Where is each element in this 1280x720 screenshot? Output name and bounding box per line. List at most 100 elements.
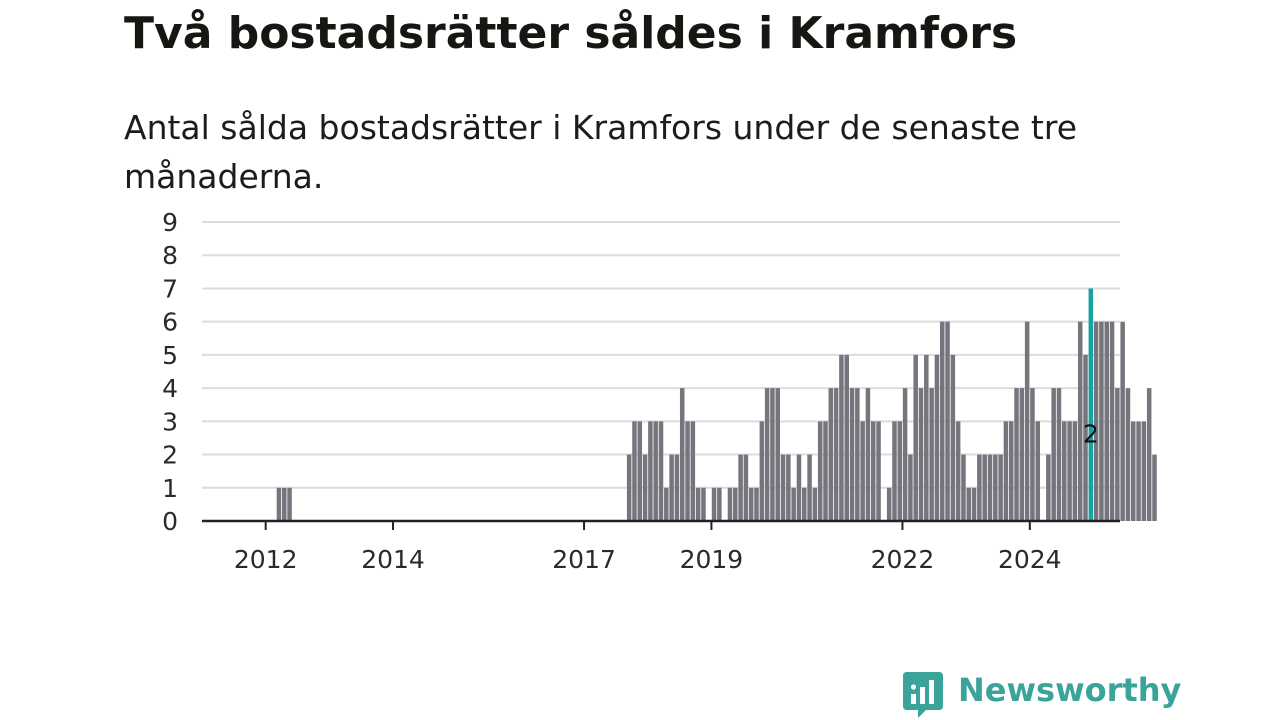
bar xyxy=(738,454,743,521)
gridlines xyxy=(202,221,1120,489)
bar xyxy=(929,388,934,521)
y-tick-label: 0 xyxy=(162,507,178,536)
x-tick-label: 2017 xyxy=(552,545,616,574)
bar xyxy=(966,487,972,521)
y-tick-label: 1 xyxy=(162,474,178,503)
bar xyxy=(839,354,844,521)
bar xyxy=(908,454,913,521)
x-tick-label: 2019 xyxy=(680,545,744,574)
bar xyxy=(690,421,696,521)
bar xyxy=(1109,321,1115,521)
bar xyxy=(743,454,749,521)
bar xyxy=(775,388,780,521)
bar xyxy=(876,421,881,521)
data-labels: 2 xyxy=(1083,420,1099,449)
y-tick-label: 8 xyxy=(162,241,178,270)
bar xyxy=(897,421,903,521)
bar xyxy=(886,487,892,521)
bar xyxy=(1120,321,1125,521)
bar xyxy=(823,421,828,521)
bar xyxy=(855,388,860,521)
bar xyxy=(685,421,690,521)
bar xyxy=(674,454,680,521)
y-tick-label: 6 xyxy=(162,308,178,337)
bar xyxy=(817,421,823,521)
bar xyxy=(786,454,791,521)
y-tick-label: 9 xyxy=(162,208,178,237)
bar xyxy=(748,487,754,521)
bar xyxy=(695,487,701,521)
bar xyxy=(1067,421,1072,521)
bars xyxy=(276,288,1157,521)
newsworthy-chart-bubble-icon xyxy=(903,672,943,718)
bar xyxy=(1014,388,1019,521)
bar xyxy=(849,388,855,521)
bar xyxy=(924,354,929,521)
bar xyxy=(860,421,865,521)
bar xyxy=(642,454,648,521)
bar xyxy=(1077,321,1083,521)
bar xyxy=(1035,421,1041,521)
bar xyxy=(658,421,664,521)
bar xyxy=(987,454,993,521)
bar xyxy=(727,487,733,521)
bar xyxy=(664,487,669,521)
bar xyxy=(1056,388,1062,521)
bar xyxy=(632,421,637,521)
bar xyxy=(871,421,876,521)
bar xyxy=(1051,388,1056,521)
bar xyxy=(1104,321,1109,521)
bar xyxy=(892,421,897,521)
bar xyxy=(653,421,658,521)
bar xyxy=(1083,354,1088,521)
bar xyxy=(993,454,998,521)
bar xyxy=(1019,388,1025,521)
bar xyxy=(998,454,1003,521)
bar xyxy=(637,421,643,521)
bar xyxy=(1152,454,1157,521)
x-tick-label: 2012 xyxy=(234,545,298,574)
bar xyxy=(902,388,908,521)
bar xyxy=(1030,388,1035,521)
bar xyxy=(1115,388,1120,521)
bar xyxy=(955,421,961,521)
chart-title: Två bostadsrätter såldes i Kramfors xyxy=(124,8,1018,59)
y-axis-ticks: 0 1 2 3 4 5 6 7 8 9 xyxy=(162,208,178,536)
x-axis-ticks: 2012 2014 2017 2019 2022 2024 xyxy=(234,521,1062,574)
y-tick-label: 7 xyxy=(162,274,178,303)
bar xyxy=(759,421,765,521)
bar xyxy=(287,487,292,521)
bar xyxy=(1136,421,1141,521)
bar xyxy=(276,487,282,521)
brand-name: Newsworthy xyxy=(958,671,1182,709)
bar xyxy=(754,487,759,521)
bar xyxy=(918,388,924,521)
chart-subtitle: Antal sålda bostadsrätter i Kramfors und… xyxy=(124,108,1078,196)
y-tick-label: 5 xyxy=(162,341,178,370)
bar xyxy=(669,454,674,521)
bar xyxy=(945,321,950,521)
bar xyxy=(711,487,717,521)
bar xyxy=(282,487,287,521)
bar xyxy=(626,454,632,521)
bar xyxy=(828,388,834,521)
bar xyxy=(844,354,849,521)
highlight-value-label: 2 xyxy=(1083,420,1099,449)
bar xyxy=(796,454,802,521)
y-tick-label: 2 xyxy=(162,441,178,470)
bar xyxy=(1131,421,1136,521)
bar xyxy=(939,321,945,521)
x-tick-label: 2014 xyxy=(361,545,425,574)
brand-logo: Newsworthy xyxy=(902,668,1181,720)
bar xyxy=(1024,321,1030,521)
bar xyxy=(833,388,839,521)
bar xyxy=(982,454,987,521)
bar xyxy=(679,388,685,521)
bar xyxy=(1072,421,1078,521)
bar xyxy=(1125,388,1131,521)
bar xyxy=(977,454,982,521)
bar xyxy=(1062,421,1067,521)
bar xyxy=(648,421,653,521)
bar xyxy=(1003,421,1009,521)
